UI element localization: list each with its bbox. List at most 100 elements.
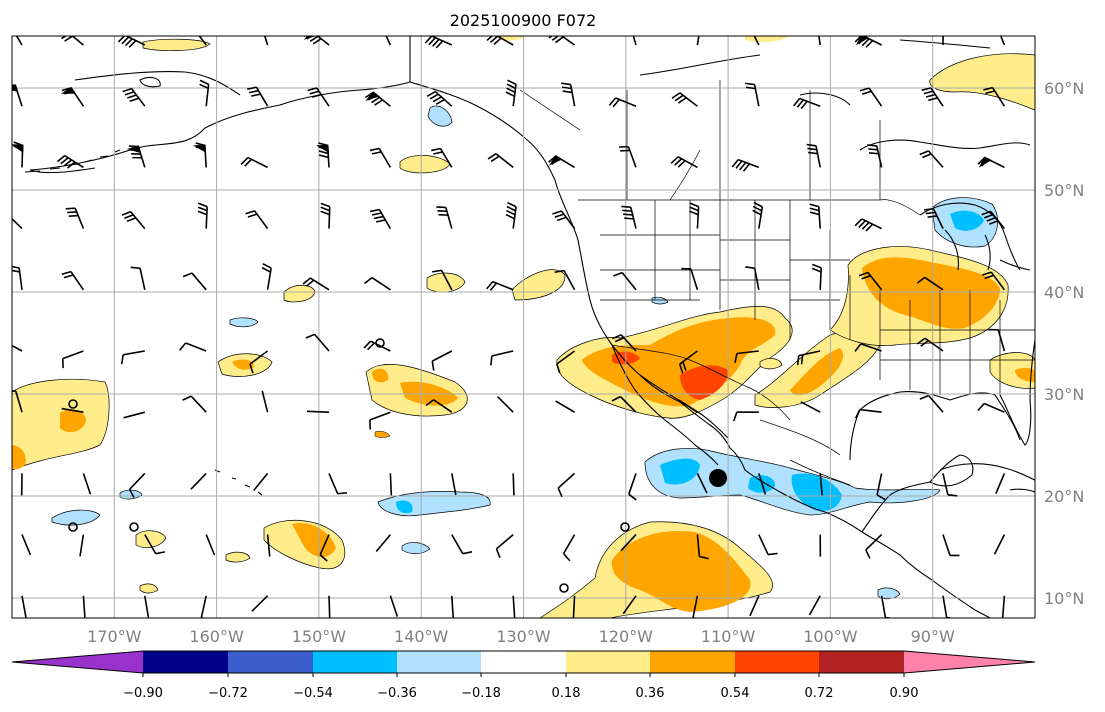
wind-barb-feather [555, 36, 564, 44]
wind-barb-shaft [15, 36, 23, 46]
wind-barb-feather [614, 337, 625, 343]
wind-barb-shaft [696, 36, 700, 46]
wind-barb-feather [921, 87, 932, 92]
wind-barb-feather [0, 213, 6, 217]
wind-barb-shaft [122, 350, 145, 356]
wind-barb-feather [925, 211, 936, 215]
wind-barb-feather [319, 554, 328, 562]
coastlines [24, 36, 1035, 618]
wind-barb-feather [305, 333, 315, 339]
wind-barb-feather [426, 90, 436, 98]
hawaii-islands [214, 469, 263, 496]
wind-barb-feather [431, 361, 435, 371]
wind-barb-feather [808, 22, 817, 24]
wind-barb-feather [197, 210, 208, 216]
wind-barb-shaft [190, 395, 207, 413]
wind-barb-feather [678, 363, 684, 374]
wind-barb-feather [624, 217, 634, 220]
colorbar-segment [228, 651, 313, 673]
positive-anomaly-region [759, 358, 783, 370]
positive-anomaly-region [225, 551, 251, 563]
wind-barb-feather [735, 160, 743, 169]
wind-barb-shaft [389, 595, 399, 617]
wind-barb-feather [742, 163, 751, 172]
wind-barb-shaft [560, 36, 576, 46]
wind-barb-shaft [942, 595, 948, 618]
colorbar-segment [143, 651, 228, 673]
wind-barb-feather [431, 147, 441, 152]
positive-anomaly-region [232, 359, 255, 370]
wind-barb-feather [432, 38, 440, 47]
wind-barb-shaft [563, 270, 576, 291]
wind-barb-feather [554, 213, 565, 218]
wind-barb-feather [689, 210, 699, 216]
wind-barb-feather [922, 153, 932, 159]
wind-barb-shaft [82, 473, 92, 495]
wind-barb-feather [305, 279, 315, 287]
wind-barb-feather [375, 32, 384, 33]
cuba [939, 463, 1035, 481]
positive-anomaly-region [372, 368, 389, 383]
wind-barb-feather [731, 159, 739, 168]
wind-barb-feather [506, 209, 516, 216]
wind-barb-feather [807, 147, 817, 151]
wind-barb-shaft [690, 268, 699, 291]
wind-barb-feather [371, 96, 380, 104]
wind-barb-pennant [856, 36, 869, 46]
wind-barb-feather [121, 210, 132, 216]
wind-barb-pennant [12, 84, 19, 93]
wind-barb-shaft [200, 595, 207, 618]
wind-barb-feather [507, 201, 517, 208]
wind-barb-feather [486, 36, 494, 42]
wind-barb-feather [375, 219, 386, 223]
positive-anomaly-region [1015, 367, 1035, 382]
wind-barb-feather [337, 492, 348, 495]
latitude-labels: 10°N 20°N 30°N 40°N 50°N 60°N [1044, 79, 1084, 608]
wind-barb-feather [120, 354, 124, 365]
wind-barb-shaft [205, 534, 216, 556]
wind-barb-shaft [123, 411, 146, 419]
wind-barb-shaft [319, 534, 330, 556]
wind-barb-shaft [375, 534, 392, 552]
wind-barb-feather [984, 274, 994, 280]
wind-barb-feather [809, 203, 820, 208]
wind-barb-feather [919, 150, 929, 156]
wind-barb-feather [125, 38, 133, 47]
wind-barb-feather [309, 36, 319, 43]
wind-barb-feather [796, 355, 800, 366]
wind-barb-feather [622, 209, 632, 212]
wind-barb-feather [670, 156, 679, 164]
wind-barb-feather [745, 82, 755, 86]
aleutian-chain [24, 149, 121, 173]
wind-barb-feather [554, 269, 565, 274]
wind-barb-feather [319, 154, 329, 159]
wind-barb-feather [608, 97, 617, 106]
wind-barb-feather [745, 86, 756, 90]
wind-barb-feather [920, 339, 929, 347]
wind-barb-shaft [328, 473, 339, 494]
wind-barb-feather [367, 342, 375, 351]
wind-barb-feather [372, 25, 381, 26]
wind-barb-feather [682, 361, 687, 371]
colorbar-tick-label: −0.72 [208, 686, 248, 701]
wind-barb-shaft [736, 350, 759, 355]
east-coast [1029, 339, 1035, 401]
wind-barb-shaft [440, 269, 453, 291]
wind-barb-shaft [266, 534, 271, 557]
negative-anomaly-region [950, 210, 984, 231]
wind-barb-feather [981, 210, 991, 216]
wind-barb-feather [741, 29, 750, 30]
wind-barb-feather [486, 281, 494, 290]
wind-barb-feather [130, 266, 141, 270]
wind-barb-feather [692, 23, 700, 27]
wind-barb-shaft [749, 595, 760, 617]
wind-barb-feather [865, 549, 871, 559]
wind-barb-shaft [263, 36, 269, 46]
wind-barb-shaft [928, 395, 944, 413]
wind-barb-feather [628, 493, 637, 501]
wind-barb-feather [734, 353, 738, 363]
wind-barb-shaft [696, 473, 708, 494]
wind-barb-feather [311, 93, 322, 98]
wind-barb-shaft [620, 534, 637, 552]
wind-barb-feather [752, 209, 762, 216]
